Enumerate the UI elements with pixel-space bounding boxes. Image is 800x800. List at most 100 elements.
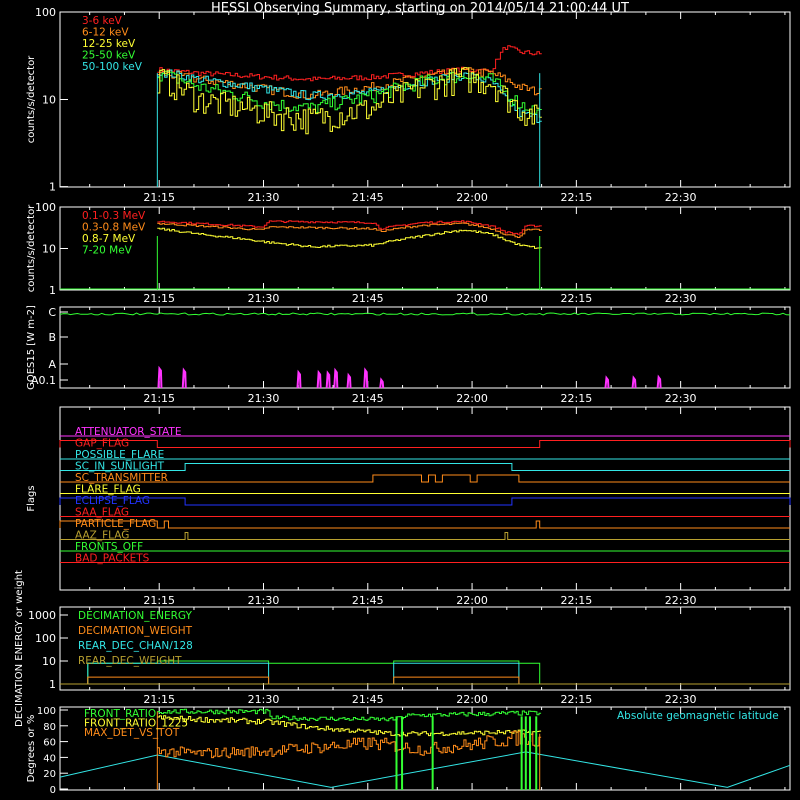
goes-spike xyxy=(181,367,187,389)
panel5-y-tick-label: 1 xyxy=(49,678,56,691)
flag-label: SC_IN_SUNLIGHT xyxy=(75,461,165,473)
panel2-legend-entry: 0.3-0.8 MeV xyxy=(82,222,146,234)
panel2-series-line xyxy=(157,222,542,238)
panel5-x-tick-label: 22:00 xyxy=(456,693,488,706)
panel2-y-axis-label: counts/s/detector xyxy=(26,204,37,292)
panel5-frame xyxy=(59,606,791,691)
panel3-y-tick-label: C xyxy=(48,306,56,319)
panel6-y-tick-label: 0 xyxy=(50,785,56,796)
panel1-legend-entry: 3-6 keV xyxy=(82,15,123,27)
panel1-series-line xyxy=(157,45,542,82)
panel6-y-tick-label: 60 xyxy=(43,738,56,749)
panel5-legend-entry: DECIMATION_WEIGHT xyxy=(78,625,193,637)
panel1-series-line xyxy=(157,67,542,135)
goes-spike xyxy=(316,369,322,389)
flag-line xyxy=(60,474,790,483)
panel3-x-tick-label: 22:30 xyxy=(665,392,697,405)
panel2-x-tick-label: 21:30 xyxy=(248,292,280,305)
panel5-y-tick-label: 100 xyxy=(35,632,56,645)
goes-spike xyxy=(631,375,637,389)
panel2-series-line xyxy=(157,227,542,249)
panel2-x-tick-label: 22:15 xyxy=(561,292,593,305)
panel5-series-line xyxy=(60,676,790,685)
panel4-x-tick-label: 21:45 xyxy=(352,594,384,607)
geomagnetic-latitude-label: Absolute geomagnetic latitude xyxy=(617,710,779,722)
flag-label: POSSIBLE_FLARE xyxy=(75,449,164,461)
panel5-x-tick-label: 21:45 xyxy=(352,693,384,706)
flag-label: BAD_PACKETS xyxy=(75,553,150,565)
goes-spike xyxy=(379,377,385,389)
panel4-y-axis-label: Flags xyxy=(26,485,37,511)
panel5-legend-entry: REAR_DEC_CHAN/128 xyxy=(78,640,193,652)
panel3-y-tick-label: A xyxy=(48,358,56,371)
panel3-y-tick-label: B xyxy=(48,331,56,344)
panel6-legend-entry: MAX_DET_VS_TOT xyxy=(84,727,180,739)
goes-spike xyxy=(604,375,610,389)
panel6-y-tick-label: 100 xyxy=(37,706,56,717)
flag-line xyxy=(60,463,790,471)
panel3-frame xyxy=(59,306,791,389)
panel5-y-tick-label: 1000 xyxy=(28,609,56,622)
flag-label: FRONTS_OFF xyxy=(75,541,143,553)
flag-label: GAP_FLAG xyxy=(75,438,129,450)
panel4-x-tick-label: 22:00 xyxy=(456,594,488,607)
goes-spike xyxy=(325,370,331,389)
panel3-y-tick-label: A0.1 xyxy=(31,374,56,387)
panel2-frame xyxy=(59,206,791,291)
panel6-legend-entry: FRONT_RATIO_1225 xyxy=(84,718,188,730)
panel1-legend-entry: 6-12 keV xyxy=(82,27,129,39)
panel6-series-line xyxy=(59,751,791,788)
panel1-x-tick-label: 21:45 xyxy=(352,191,384,204)
flag-line xyxy=(59,520,790,529)
flag-label: FLARE_FLAG xyxy=(75,484,141,496)
panel2-series-line xyxy=(157,220,542,235)
panel1-y-axis-label: counts/s/detector xyxy=(26,55,37,143)
panel1-x-tick-label: 21:15 xyxy=(143,191,175,204)
flag-label: PARTICLE_FLAG xyxy=(75,518,156,530)
panel5-x-tick-label: 22:30 xyxy=(665,693,697,706)
flag-line xyxy=(59,440,791,448)
flag-line xyxy=(60,532,790,540)
panel2-y-tick-label: 10 xyxy=(42,243,56,256)
panel5-x-tick-label: 21:30 xyxy=(248,693,280,706)
goes-spike xyxy=(296,369,302,389)
panel3-x-tick-label: 22:00 xyxy=(456,392,488,405)
panel1-legend-entry: 25-50 keV xyxy=(82,50,136,62)
panel1-legend-entry: 50-100 keV xyxy=(82,61,143,73)
panel3-x-tick-label: 21:15 xyxy=(143,392,175,405)
panel4-x-tick-label: 22:30 xyxy=(665,594,697,607)
panel3-y-axis-label: GOES15 [W m-2] xyxy=(26,305,37,390)
goes-flux-line xyxy=(59,312,791,316)
panel2-legend-entry: 7-20 MeV xyxy=(82,245,133,257)
goes-spike xyxy=(656,374,662,389)
panel6-frame xyxy=(59,706,791,791)
panel1-y-tick-label: 100 xyxy=(35,6,56,19)
panel3-x-tick-label: 22:15 xyxy=(561,392,593,405)
goes-spike xyxy=(363,367,369,389)
panel1-y-tick-label: 1 xyxy=(49,181,56,194)
panel1-x-tick-label: 22:15 xyxy=(561,191,593,204)
panel6-series-line xyxy=(157,730,542,759)
panel1-x-tick-label: 22:00 xyxy=(456,191,488,204)
page-title: HESSI Observing Summary, starting on 201… xyxy=(211,1,629,16)
panel1-frame xyxy=(59,11,791,188)
panel5-legend-entry: DECIMATION_ENERGY xyxy=(78,610,192,622)
panel1-series-line xyxy=(157,70,542,114)
panel1-x-tick-label: 21:30 xyxy=(248,191,280,204)
panel6-y-axis-label: Degrees or % xyxy=(26,715,37,783)
panel2-x-tick-label: 22:30 xyxy=(665,292,697,305)
panel1-x-tick-label: 22:30 xyxy=(665,191,697,204)
panel1-legend-entry: 12-25 keV xyxy=(82,38,136,50)
goes-spike xyxy=(333,367,339,389)
flag-label: AAZ_FLAG xyxy=(75,530,129,542)
panels: 21:15 21:30 21:45 22:00 22:15 22:30 counts/s/d… xyxy=(14,6,791,796)
panel3-x-tick-label: 21:45 xyxy=(352,392,384,405)
flag-line xyxy=(59,497,791,506)
panel6-series-line xyxy=(157,708,542,722)
panel5-x-tick-label: 22:15 xyxy=(561,693,593,706)
flag-label: ATTENUATOR_STATE xyxy=(75,426,181,438)
flag-label: SAA_FLAG xyxy=(75,507,129,519)
panel3-x-tick-label: 21:30 xyxy=(248,392,280,405)
panel2-x-tick-label: 21:45 xyxy=(352,292,384,305)
